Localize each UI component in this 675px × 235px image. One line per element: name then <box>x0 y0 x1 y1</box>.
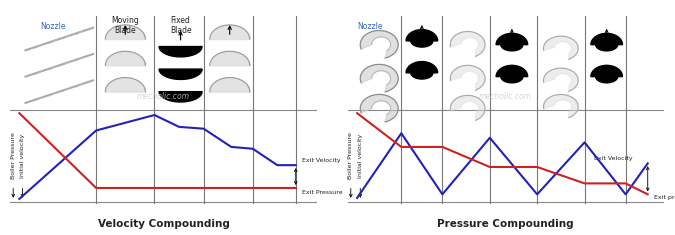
Text: Initial velocity: Initial velocity <box>358 133 362 178</box>
Polygon shape <box>411 73 433 79</box>
Polygon shape <box>496 33 528 45</box>
Polygon shape <box>360 31 398 58</box>
Polygon shape <box>159 47 202 57</box>
Text: Pressure Compounding: Pressure Compounding <box>437 219 574 230</box>
Polygon shape <box>450 65 485 90</box>
Text: Moving
Blade: Moving Blade <box>111 16 139 35</box>
Polygon shape <box>450 95 485 120</box>
Polygon shape <box>159 69 202 79</box>
Text: Boiler Pressure: Boiler Pressure <box>348 132 353 179</box>
Text: Nozzle: Nozzle <box>40 22 66 31</box>
Polygon shape <box>450 31 485 56</box>
Text: Fixed
Blade: Fixed Blade <box>170 16 192 35</box>
Polygon shape <box>543 68 578 91</box>
Polygon shape <box>411 41 433 47</box>
Text: Exit Velocity: Exit Velocity <box>302 158 340 163</box>
Text: Exit Pressure: Exit Pressure <box>302 190 342 195</box>
Text: Exit pressure: Exit pressure <box>654 195 675 200</box>
Polygon shape <box>501 45 523 51</box>
Polygon shape <box>360 94 398 122</box>
Text: mecholic.com: mecholic.com <box>137 92 190 101</box>
Text: Nozzle: Nozzle <box>357 22 383 31</box>
Polygon shape <box>595 45 618 51</box>
Polygon shape <box>159 92 202 102</box>
Polygon shape <box>543 36 578 59</box>
Text: Boiler Pressure: Boiler Pressure <box>11 132 16 179</box>
Text: mecholic.com: mecholic.com <box>479 92 532 101</box>
Polygon shape <box>496 65 528 77</box>
Text: Velocity Compounding: Velocity Compounding <box>98 219 230 230</box>
Polygon shape <box>595 77 618 83</box>
Polygon shape <box>406 62 437 73</box>
Polygon shape <box>591 33 622 45</box>
Polygon shape <box>543 94 578 118</box>
Polygon shape <box>591 65 622 77</box>
Polygon shape <box>406 30 437 41</box>
Polygon shape <box>501 77 523 83</box>
Polygon shape <box>360 64 398 92</box>
Text: Blades: Blades <box>409 65 435 74</box>
Text: Initial velocity: Initial velocity <box>20 133 25 178</box>
Text: Exit Velocity: Exit Velocity <box>594 157 632 161</box>
